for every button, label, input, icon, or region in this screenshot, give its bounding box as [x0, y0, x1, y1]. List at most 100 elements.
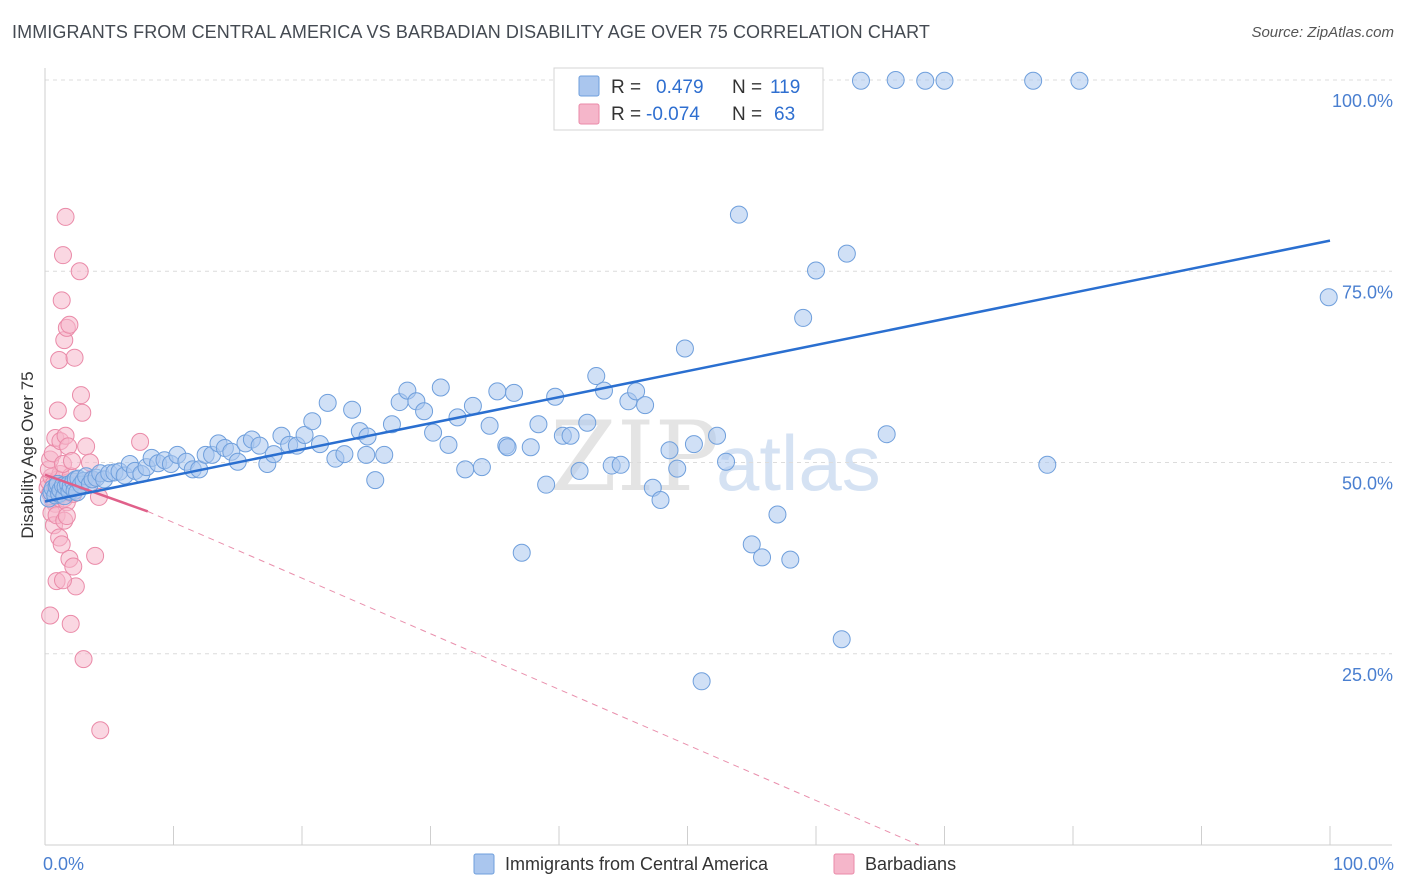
central-america-point	[781, 550, 800, 569]
barbadians-point	[86, 546, 105, 565]
central-america-point	[375, 445, 394, 464]
barbadians-point	[70, 262, 89, 281]
legend-r-label-1: R =	[611, 77, 641, 98]
central-america-point	[742, 535, 761, 554]
barbadians-point	[131, 432, 150, 451]
trend-lines	[44, 239, 1331, 846]
legend-n-label-2: N =	[732, 104, 762, 125]
series-legend-swatch-barbadians	[833, 853, 855, 875]
central-america-point	[768, 505, 787, 524]
central-america-point	[935, 71, 954, 90]
barbadians-point	[52, 291, 71, 310]
x-tick-label: 100.0%	[1333, 854, 1394, 874]
central-america-point	[636, 396, 655, 415]
y-axis-title: Disability Age Over 75	[18, 371, 37, 538]
barbadians-point	[65, 348, 84, 367]
barbadians-point	[48, 401, 67, 420]
central-america-point	[295, 425, 314, 444]
legend-swatch-barbadians	[578, 103, 600, 125]
y-tick-labels: 25.0% 50.0% 75.0% 100.0%	[1332, 91, 1393, 685]
central-america-point	[335, 445, 354, 464]
gridlines	[45, 79, 1392, 655]
barbadians-point	[50, 350, 69, 369]
y-tick-label: 25.0%	[1342, 665, 1393, 685]
legend-n-label-1: N =	[732, 77, 762, 98]
central-america-point	[587, 367, 606, 386]
central-america-point	[318, 393, 337, 412]
central-america-points	[39, 71, 1338, 691]
barbadians-trend-extension	[147, 511, 919, 846]
central-america-point	[512, 543, 531, 562]
central-america-point	[794, 308, 813, 327]
central-america-trend-line	[44, 239, 1331, 503]
central-america-point	[578, 413, 597, 432]
source-label: Source: ZipAtlas.com	[1251, 24, 1394, 41]
central-america-point	[472, 458, 491, 477]
central-america-point	[668, 459, 687, 478]
central-america-point	[382, 415, 401, 434]
y-tick-label: 100.0%	[1332, 91, 1393, 111]
central-america-point	[456, 460, 475, 479]
central-america-point	[570, 461, 589, 480]
central-america-point	[717, 452, 736, 471]
barbadians-point	[61, 614, 80, 633]
central-america-point	[439, 435, 458, 454]
central-america-point	[594, 381, 613, 400]
central-america-point	[611, 455, 630, 474]
central-america-point	[561, 426, 580, 445]
series-legend-label-barbadians: Barbadians	[865, 854, 956, 874]
stats-legend: R = 0.479 N = 119 R = -0.074 N = 63	[553, 67, 824, 131]
legend-r-label-2: R =	[611, 104, 641, 125]
central-america-point	[729, 205, 748, 224]
series-legend-swatch-central-america	[473, 853, 495, 875]
legend-n-value-2: 63	[774, 104, 795, 125]
central-america-point	[424, 423, 443, 442]
watermark: ZIP atlas	[550, 401, 881, 513]
barbadians-point	[77, 437, 96, 456]
x-tick-label: 0.0%	[43, 854, 84, 874]
central-america-point	[521, 438, 540, 457]
barbadians-point	[71, 386, 90, 405]
barbadians-point	[60, 315, 79, 334]
legend-r-value-2: -0.074	[646, 104, 700, 125]
central-america-point	[537, 475, 556, 494]
central-america-point	[366, 471, 385, 490]
watermark-zip: ZIP	[550, 401, 719, 513]
central-america-point	[675, 339, 694, 358]
series-legend-label-central-america: Immigrants from Central America	[505, 854, 769, 874]
central-america-point	[837, 244, 856, 263]
central-america-point	[415, 402, 434, 421]
barbadians-point	[91, 721, 110, 740]
barbadians-point	[52, 535, 71, 554]
central-america-point	[886, 71, 905, 89]
central-america-point	[753, 548, 772, 567]
barbadians-point	[57, 507, 76, 526]
central-america-point	[660, 441, 679, 460]
central-america-point	[431, 378, 450, 397]
chart-title: IMMIGRANTS FROM CENTRAL AMERICA VS BARBA…	[12, 22, 931, 42]
central-america-point	[1319, 288, 1338, 307]
central-america-point	[250, 436, 269, 455]
central-america-point	[807, 261, 825, 280]
y-tick-label: 50.0%	[1342, 474, 1393, 494]
central-america-point	[851, 71, 870, 90]
central-america-point	[303, 412, 322, 431]
central-america-point	[488, 382, 507, 401]
x-tick-labels: 0.0% 100.0%	[43, 854, 1394, 874]
barbadians-point	[64, 557, 83, 576]
barbadians-point	[56, 207, 75, 226]
central-america-point	[832, 630, 851, 649]
barbadians-point	[53, 246, 72, 265]
barbadians-point	[53, 571, 72, 590]
barbadians-point	[41, 606, 60, 625]
barbadians-trend-line	[44, 473, 149, 513]
central-america-point	[357, 445, 376, 464]
y-tick-label: 75.0%	[1342, 282, 1393, 302]
central-america-point	[1070, 71, 1089, 90]
legend-r-value-1: 0.479	[656, 77, 704, 98]
central-america-point	[529, 415, 548, 434]
central-america-point	[916, 71, 935, 90]
central-america-point	[651, 490, 670, 509]
barbadians-point	[74, 650, 93, 669]
